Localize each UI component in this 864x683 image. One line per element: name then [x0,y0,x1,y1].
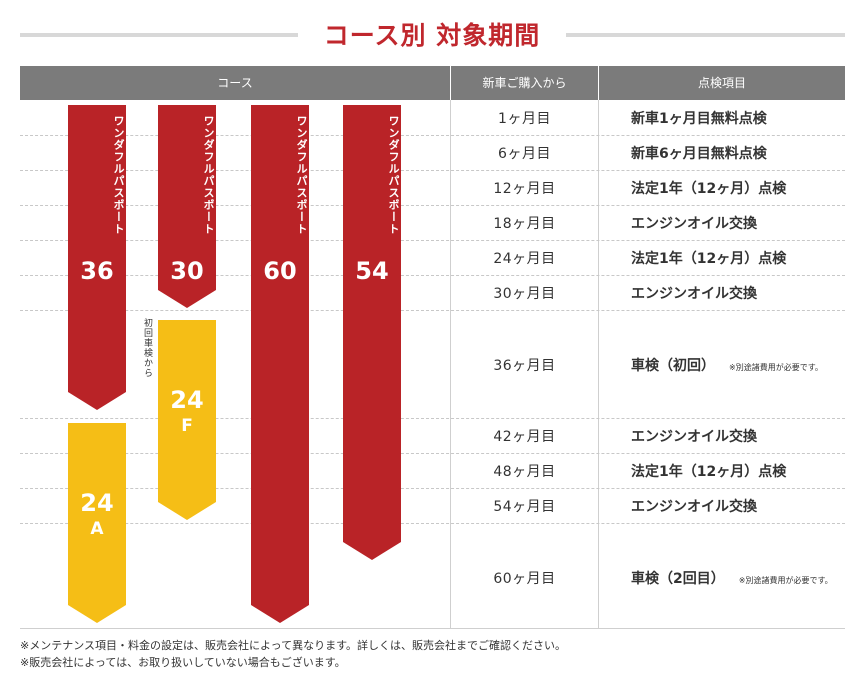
title-divider-left [20,33,298,37]
header-course: コース [217,76,253,90]
row-month: 1ヶ月目 [498,111,551,127]
course-label: ワンダフルパスポート [295,115,308,235]
row-note: ※別途諸費用が必要です。 [729,363,823,372]
table-header: コース 新車ご購入から 点検項目 [20,66,845,100]
row-divider [20,135,845,136]
title-area: コース別 対象期間 [0,12,864,52]
course-label: ワンダフルパスポート [112,115,125,235]
bar-shape [158,320,216,520]
row-item-text: 車検（初回） [631,358,715,374]
course-bar-24a: 24 A [68,423,126,623]
column-divider [450,66,451,629]
row-item-text: 法定1年（12ヶ月）点検 [631,251,787,267]
row-divider [20,310,845,311]
bar-shape [68,423,126,623]
course-bar-30: ワンダフルパスポート 30 [158,105,216,308]
bar-label-wrap: ワンダフルパスポート [68,115,126,235]
footer-note: ※販売会社によっては、お取り扱いしていない場合もございます。 [20,656,346,669]
course-number: 60 [263,257,297,285]
row-month: 60ヶ月目 [493,571,556,587]
header-inspection-item: 点検項目 [697,76,746,90]
course-sub-letter: A [90,519,104,539]
row-item: エンジンオイル交換 [631,426,757,446]
header-since-purchase: 新車ご購入から [482,76,567,90]
row-divider [20,453,845,454]
row-divider [20,240,845,241]
footer-note: ※メンテナンス項目・料金の設定は、販売会社によって異なります。詳しくは、販売会社… [20,639,567,652]
row-item: 新車6ヶ月目無料点検 [631,143,767,163]
row-item: 法定1年（12ヶ月）点検 [631,461,786,481]
row-item: 新車1ヶ月目無料点検 [631,108,767,128]
row-item-text: 法定1年（12ヶ月）点検 [631,181,787,197]
table-bottom-border [20,628,845,629]
row-divider [20,418,845,419]
row-note: ※別途諸費用が必要です。 [738,576,833,585]
header-divider [450,66,451,100]
row-item: エンジンオイル交換 [631,496,757,516]
page-title: コース別 対象期間 [323,21,541,50]
row-month: 12ヶ月目 [493,181,556,197]
row-month: 18ヶ月目 [493,216,556,232]
row-item: 車検（2回目） ※別途諸費用が必要です。 [631,568,833,588]
bar-shape [343,105,401,560]
row-divider [20,523,845,524]
row-item-text: エンジンオイル交換 [631,429,757,445]
row-item: エンジンオイル交換 [631,213,757,233]
row-item-text: 法定1年（12ヶ月）点検 [631,464,787,480]
row-item: 法定1年（12ヶ月）点検 [631,178,786,198]
row-item-text: 車検（2回目） [631,571,725,587]
row-item-text: エンジンオイル交換 [631,499,757,515]
header-divider [598,66,599,100]
course-number: 24 [80,489,114,517]
row-month: 48ヶ月目 [493,464,556,480]
bar-label-wrap: ワンダフルパスポート [251,115,309,235]
row-item-text: 新車1ヶ月目無料点検 [631,111,767,127]
row-divider [20,275,845,276]
row-month: 30ヶ月目 [493,286,556,302]
bar-shape [251,105,309,623]
row-month: 36ヶ月目 [493,358,556,374]
row-divider [20,488,845,489]
row-divider [20,205,845,206]
bar-label-wrap: ワンダフルパスポート [343,115,401,235]
course-number: 24 [170,386,204,414]
column-divider [598,66,599,629]
row-item-text: エンジンオイル交換 [631,216,757,232]
row-month: 6ヶ月目 [498,146,551,162]
row-item-text: 新車6ヶ月目無料点検 [631,146,767,162]
title-divider-right [566,33,845,37]
row-month: 24ヶ月目 [493,251,556,267]
row-item-text: エンジンオイル交換 [631,286,757,302]
course-number: 54 [355,257,389,285]
row-item: 車検（初回） ※別途諸費用が必要です。 [631,355,823,375]
course-label: ワンダフルパスポート [387,115,400,235]
footer-notes: ※メンテナンス項目・料金の設定は、販売会社によって異なります。詳しくは、販売会社… [20,637,566,671]
bar-shape [158,105,216,308]
course-bar-60: ワンダフルパスポート 60 [251,105,309,623]
course-number: 30 [170,257,204,285]
bar-shape [68,105,126,410]
row-item: 法定1年（12ヶ月）点検 [631,248,786,268]
row-item: エンジンオイル交換 [631,283,757,303]
course-sub-letter: F [181,416,193,436]
side-note: 初回車検から [142,318,152,378]
bar-label-wrap: ワンダフルパスポート [158,115,216,235]
row-divider [20,170,845,171]
course-period-table: コース 新車ご購入から 点検項目 1ヶ月目 新車1ヶ月目無料点検 6ヶ月目 新車… [20,66,845,629]
course-label: ワンダフルパスポート [202,115,215,235]
course-number: 36 [80,257,114,285]
row-month: 42ヶ月目 [493,429,556,445]
course-bar-36: ワンダフルパスポート 36 [68,105,126,410]
course-bar-54: ワンダフルパスポート 54 [343,105,401,560]
row-month: 54ヶ月目 [493,499,556,515]
course-bar-24f: 24 F [158,320,216,520]
